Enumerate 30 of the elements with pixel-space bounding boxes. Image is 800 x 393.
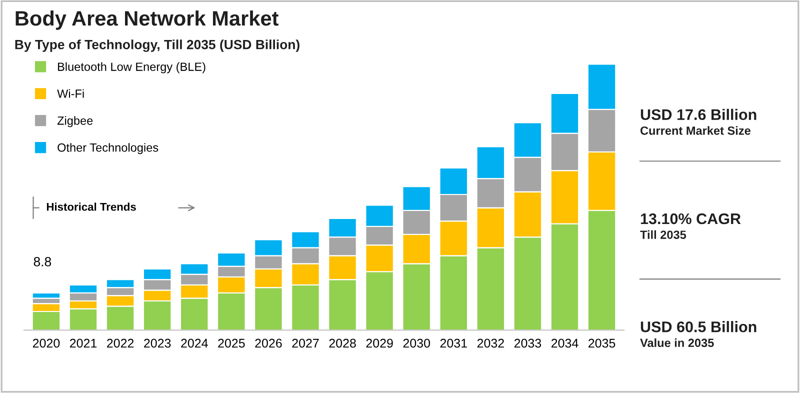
x-tick-label: 2026	[255, 338, 282, 348]
x-tick-label: 2025	[218, 338, 245, 348]
x-tick-label: 2022	[107, 338, 134, 348]
text: USD 60.5 Billion	[640, 321, 756, 332]
x-tick-label: 2028	[329, 338, 356, 348]
annotation: 8.8	[34, 257, 52, 266]
x-tick-label: 2033	[514, 338, 542, 348]
x-tick-label: 2035	[588, 338, 616, 348]
x-tick-label: 2034	[551, 338, 578, 348]
x-tick-label: 2030	[403, 338, 430, 348]
text: USD 17.6 Billion	[640, 108, 756, 120]
x-tick-label: 2031	[440, 338, 467, 348]
x-tick-label: 2020	[32, 338, 60, 348]
text: Till 2035	[640, 230, 686, 239]
chart-subtitle: By Type of Technology, Till 2035 (USD Billion)	[15, 40, 300, 52]
x-tick-label: 2029	[366, 338, 393, 348]
legend-label: Zigbee	[57, 116, 93, 128]
text: Current Market Size	[640, 126, 750, 135]
legend-label: Other Technologies	[58, 143, 158, 154]
chart-title: Body Area Network Market	[16, 10, 278, 30]
legend-label: Bluetooth Low Energy (BLE)	[58, 62, 206, 74]
text: Value in 2035	[640, 338, 714, 348]
x-tick-label: 2021	[70, 338, 97, 348]
x-tick-label: 2032	[477, 338, 504, 348]
x-tick-label: 2023	[144, 338, 171, 348]
x-tick-label: 2024	[181, 338, 208, 348]
legend-label: Wi-Fi	[57, 89, 84, 98]
annotation: Historical Trends	[46, 202, 136, 211]
x-tick-label: 2027	[292, 338, 319, 348]
text: 13.10% CAGR	[640, 213, 741, 224]
